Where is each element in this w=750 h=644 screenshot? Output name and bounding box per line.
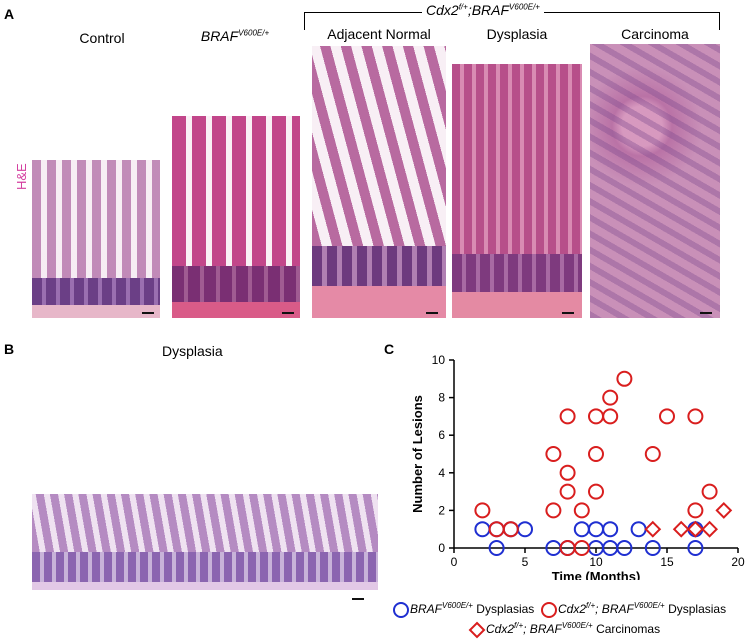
legend-item-braf-dysplasias: BRAFV600E/+ Dysplasias [392, 601, 534, 619]
data-point-blue-circle [602, 521, 619, 538]
histology-image-adjacent-normal [312, 46, 446, 318]
y-tick-label: 4 [438, 466, 445, 480]
data-point-red-circle [701, 483, 718, 500]
histology-image-carcinoma [590, 44, 720, 318]
blue-circle-marker-icon [393, 602, 409, 618]
data-point-blue-circle [630, 521, 647, 538]
data-point-diamond [686, 520, 704, 538]
scale-bar [282, 312, 294, 314]
data-point-red-circle [588, 483, 604, 500]
stain-label: H&E [14, 163, 29, 190]
data-point-red-circle [659, 408, 675, 425]
column-title-control: Control [79, 30, 125, 46]
data-point-blue-circle [573, 521, 590, 538]
scale-bar [700, 312, 712, 314]
red-circle-marker-icon [541, 602, 557, 618]
data-point-blue-circle [474, 521, 491, 538]
chart-marks [474, 370, 733, 556]
data-point-red-circle [644, 446, 661, 462]
data-point-red-circle [616, 370, 633, 387]
panel-c-letter: C [384, 341, 395, 357]
data-point-blue-circle [687, 521, 704, 538]
column-title-braf: BRAFV600E/+ [200, 28, 270, 44]
x-tick-label: 5 [522, 555, 529, 569]
data-point-blue-circle [644, 540, 661, 556]
y-tick-label: 10 [432, 353, 446, 367]
column-title-carcinoma: Carcinoma [621, 26, 689, 42]
data-point-red-circle [559, 464, 576, 481]
data-point-red-circle [573, 502, 590, 519]
scale-bar [562, 312, 574, 314]
group-bracket-right-tick [719, 12, 720, 30]
y-tick-label: 2 [438, 503, 445, 517]
legend-item-cdx2-dysplasias: Cdx2f/+; BRAFV600E/+ Dysplasias [540, 601, 726, 619]
data-point-diamond [715, 501, 733, 519]
data-point-blue-circle [687, 540, 704, 556]
histology-image-braf [172, 116, 300, 318]
x-tick-label: 10 [589, 555, 603, 569]
data-point-blue-circle [517, 521, 533, 538]
data-point-red-circle [588, 408, 604, 425]
data-point-red-circle [602, 389, 619, 406]
data-point-red-circle [474, 502, 491, 519]
data-point-red-circle [502, 521, 519, 538]
y-tick-label: 0 [438, 541, 445, 555]
column-title-adjacent-normal: Adjacent Normal [327, 26, 431, 42]
data-point-red-circle [573, 540, 590, 556]
group-bracket-left-tick [304, 12, 305, 30]
x-tick-label: 0 [451, 555, 458, 569]
y-axis-label: Number of Lesions [410, 395, 425, 513]
group-bracket-label: Cdx2f/+;BRAFV600E/+ [422, 2, 544, 18]
data-point-blue-circle [616, 540, 633, 556]
scale-bar [142, 312, 154, 314]
data-point-blue-circle [488, 540, 505, 556]
data-point-red-circle [488, 521, 505, 538]
data-point-blue-circle [588, 521, 604, 538]
data-point-diamond [701, 520, 719, 538]
y-tick-label: 6 [438, 428, 445, 442]
data-point-red-circle [588, 446, 604, 462]
y-tick-label: 8 [438, 391, 445, 405]
data-point-red-circle [687, 408, 704, 425]
x-tick-label: 20 [731, 555, 745, 569]
panel-b-letter: B [4, 341, 15, 357]
data-point-red-circle [602, 408, 619, 425]
data-point-red-circle [545, 446, 562, 462]
data-point-diamond [672, 520, 690, 538]
histology-image-control [32, 160, 160, 318]
data-point-diamond [644, 520, 662, 538]
data-point-red-circle [559, 408, 576, 425]
panel-b-title: Dysplasia [162, 343, 223, 359]
x-tick-label: 15 [660, 555, 674, 569]
histology-image-dysplasia [452, 64, 582, 318]
histology-image-panel-b-dysplasia [32, 478, 378, 600]
chart-legend: BRAFV600E/+ Dysplasias Cdx2f/+; BRAFV600… [392, 601, 748, 643]
panel-a-letter: A [4, 6, 15, 22]
red-diamond-marker-icon [468, 621, 486, 639]
data-point-red-circle [559, 483, 576, 500]
column-title-dysplasia: Dysplasia [486, 26, 548, 42]
data-point-red-circle [545, 502, 562, 519]
legend-item-cdx2-carcinomas: Cdx2f/+; BRAFV600E/+ Carcinomas [468, 621, 660, 639]
scale-bar [352, 598, 364, 600]
data-point-red-circle [687, 502, 704, 519]
x-axis-label: Time (Months) [552, 569, 641, 580]
scale-bar [426, 312, 438, 314]
